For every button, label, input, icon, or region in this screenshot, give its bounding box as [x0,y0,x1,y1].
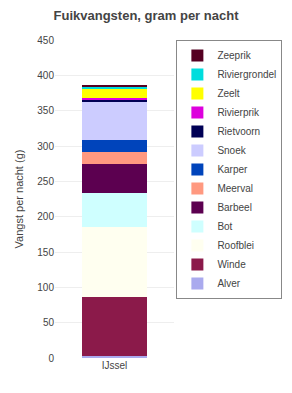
svg-text:Bot: Bot [217,221,232,232]
svg-text:IJssel: IJssel [102,360,128,371]
svg-text:Riviergrondel: Riviergrondel [217,69,276,80]
svg-text:Fuikvangsten, gram per nacht: Fuikvangsten, gram per nacht [54,8,240,23]
svg-text:Vangst per nacht (g): Vangst per nacht (g) [13,150,25,249]
svg-text:Winde: Winde [217,259,246,270]
svg-text:Meerval: Meerval [217,183,253,194]
svg-text:Snoek: Snoek [217,145,246,156]
svg-text:400: 400 [37,70,54,81]
svg-text:Roofblei: Roofblei [217,240,254,251]
svg-text:Rietvoorn: Rietvoorn [217,126,260,137]
svg-text:150: 150 [37,247,54,258]
svg-text:Rivierprik: Rivierprik [217,107,260,118]
svg-text:100: 100 [37,282,54,293]
svg-text:300: 300 [37,141,54,152]
svg-text:Zeeprik: Zeeprik [217,50,251,61]
svg-text:Alver: Alver [217,278,240,289]
svg-text:200: 200 [37,211,54,222]
svg-text:350: 350 [37,105,54,116]
svg-text:0: 0 [48,353,54,364]
svg-text:250: 250 [37,176,54,187]
svg-text:Barbeel: Barbeel [217,202,251,213]
svg-text:50: 50 [43,317,55,328]
svg-text:450: 450 [37,35,54,46]
svg-text:Zeelt: Zeelt [217,88,239,99]
svg-text:Karper: Karper [217,164,248,175]
